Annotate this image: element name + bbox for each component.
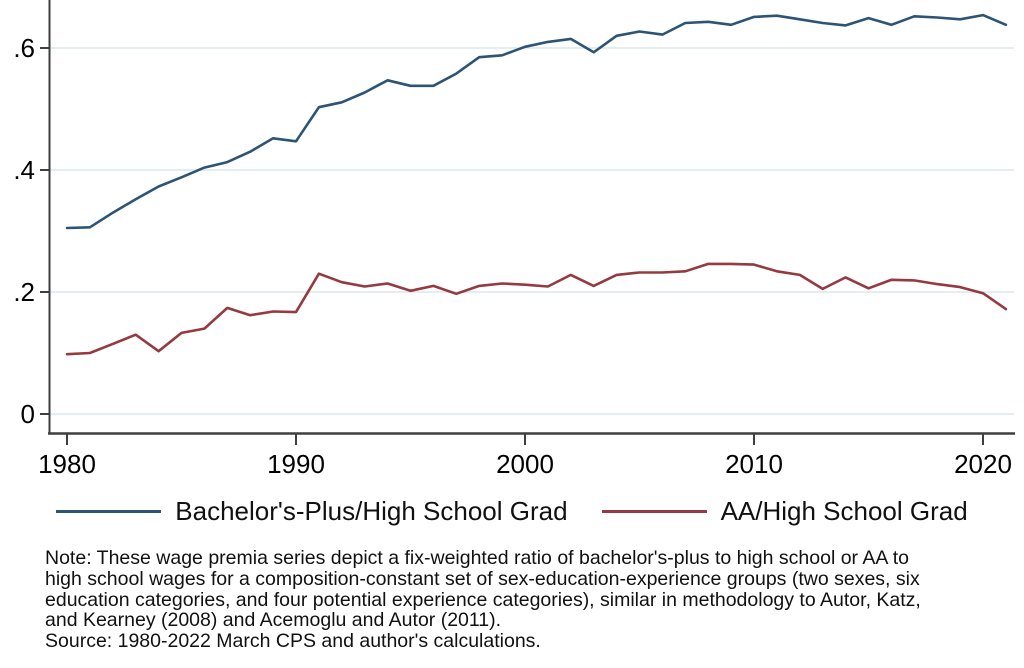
bachelors-line-swatch-icon — [56, 510, 162, 513]
x-tick-label: 2010 — [725, 449, 783, 479]
source-line: Source: 1980-2022 March CPS and author's… — [45, 630, 541, 653]
aa-line-swatch-icon — [601, 510, 707, 513]
legend-label-aa: AA/High School Grad — [720, 496, 968, 526]
y-tick-label: .4 — [13, 155, 35, 185]
x-tick-label: 1980 — [38, 449, 96, 479]
x-tick-label: 2020 — [954, 449, 1012, 479]
wage-premia-line-chart: 0 .2 .4 .6 1980 1990 2000 2010 2020 — [13, 0, 1015, 479]
y-tick-label: .2 — [13, 277, 35, 307]
series-line-bachelors-plus — [65, 13, 1008, 230]
x-tick-label: 1990 — [267, 449, 325, 479]
note-line-2: high school wages for a composition-cons… — [45, 567, 920, 590]
y-tick-label: 0 — [21, 399, 35, 429]
chart-notes: Note: These wage premia series depict a … — [45, 548, 1004, 652]
y-tick-label: .6 — [13, 33, 35, 63]
chart-legend: Bachelor's-Plus/High School Grad AA/High… — [0, 496, 1024, 527]
x-tick-label: 2000 — [496, 449, 554, 479]
legend-label-bachelors-plus: Bachelor's-Plus/High School Grad — [175, 496, 568, 526]
note-line-4: and Kearney (2008) and Acemoglu and Auto… — [45, 609, 502, 632]
note-line-3: education categories, and four potential… — [45, 588, 921, 611]
series-line-aa — [65, 262, 1008, 356]
legend-item-aa: AA/High School Grad — [601, 496, 968, 527]
legend-item-bachelors-plus: Bachelor's-Plus/High School Grad — [56, 496, 568, 527]
note-line-1: Note: These wage premia series depict a … — [45, 547, 909, 569]
